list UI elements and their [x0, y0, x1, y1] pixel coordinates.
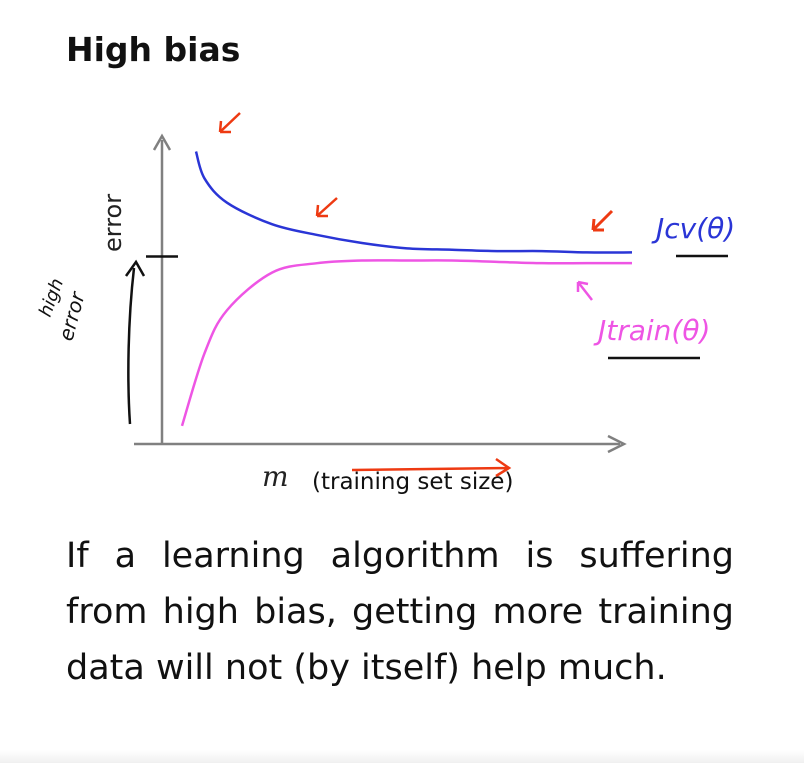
y-axis-label: error — [99, 194, 127, 252]
x-axis-arrowhead — [607, 434, 627, 454]
red-markers — [218, 112, 614, 232]
red-arrow-1 — [218, 112, 241, 134]
chart-axes — [134, 133, 627, 454]
jcv-label: Jcv(θ) — [651, 212, 735, 245]
learning-curve-chart: error high error Jcv(θ) Jtrain(θ) m (tra… — [35, 112, 735, 495]
high-error-note: high error — [35, 259, 146, 425]
y-axis-arrowhead — [152, 133, 172, 151]
jcv-label-group: Jcv(θ) — [651, 212, 735, 258]
x-axis-red-arrow — [351, 457, 512, 478]
x-axis-label: (training set size) — [312, 469, 513, 495]
jcv-series-line — [194, 151, 633, 254]
jtrain-pointer-arrow — [576, 280, 593, 301]
jtrain-series-line — [180, 259, 632, 427]
red-arrow-2 — [315, 197, 338, 218]
high-error-arrow — [127, 267, 136, 425]
body-text: If a learning algorithm is suffering fro… — [66, 536, 734, 688]
x-axis-symbol: m — [262, 460, 289, 493]
jtrain-label: Jtrain(θ) — [593, 314, 710, 347]
red-arrow-3 — [591, 209, 614, 232]
high-error-arrowhead — [124, 259, 146, 277]
slide-title: High bias — [66, 30, 241, 69]
jtrain-label-group: Jtrain(θ) — [576, 280, 710, 360]
bottom-strip — [0, 750, 804, 763]
series-layer — [180, 151, 633, 427]
